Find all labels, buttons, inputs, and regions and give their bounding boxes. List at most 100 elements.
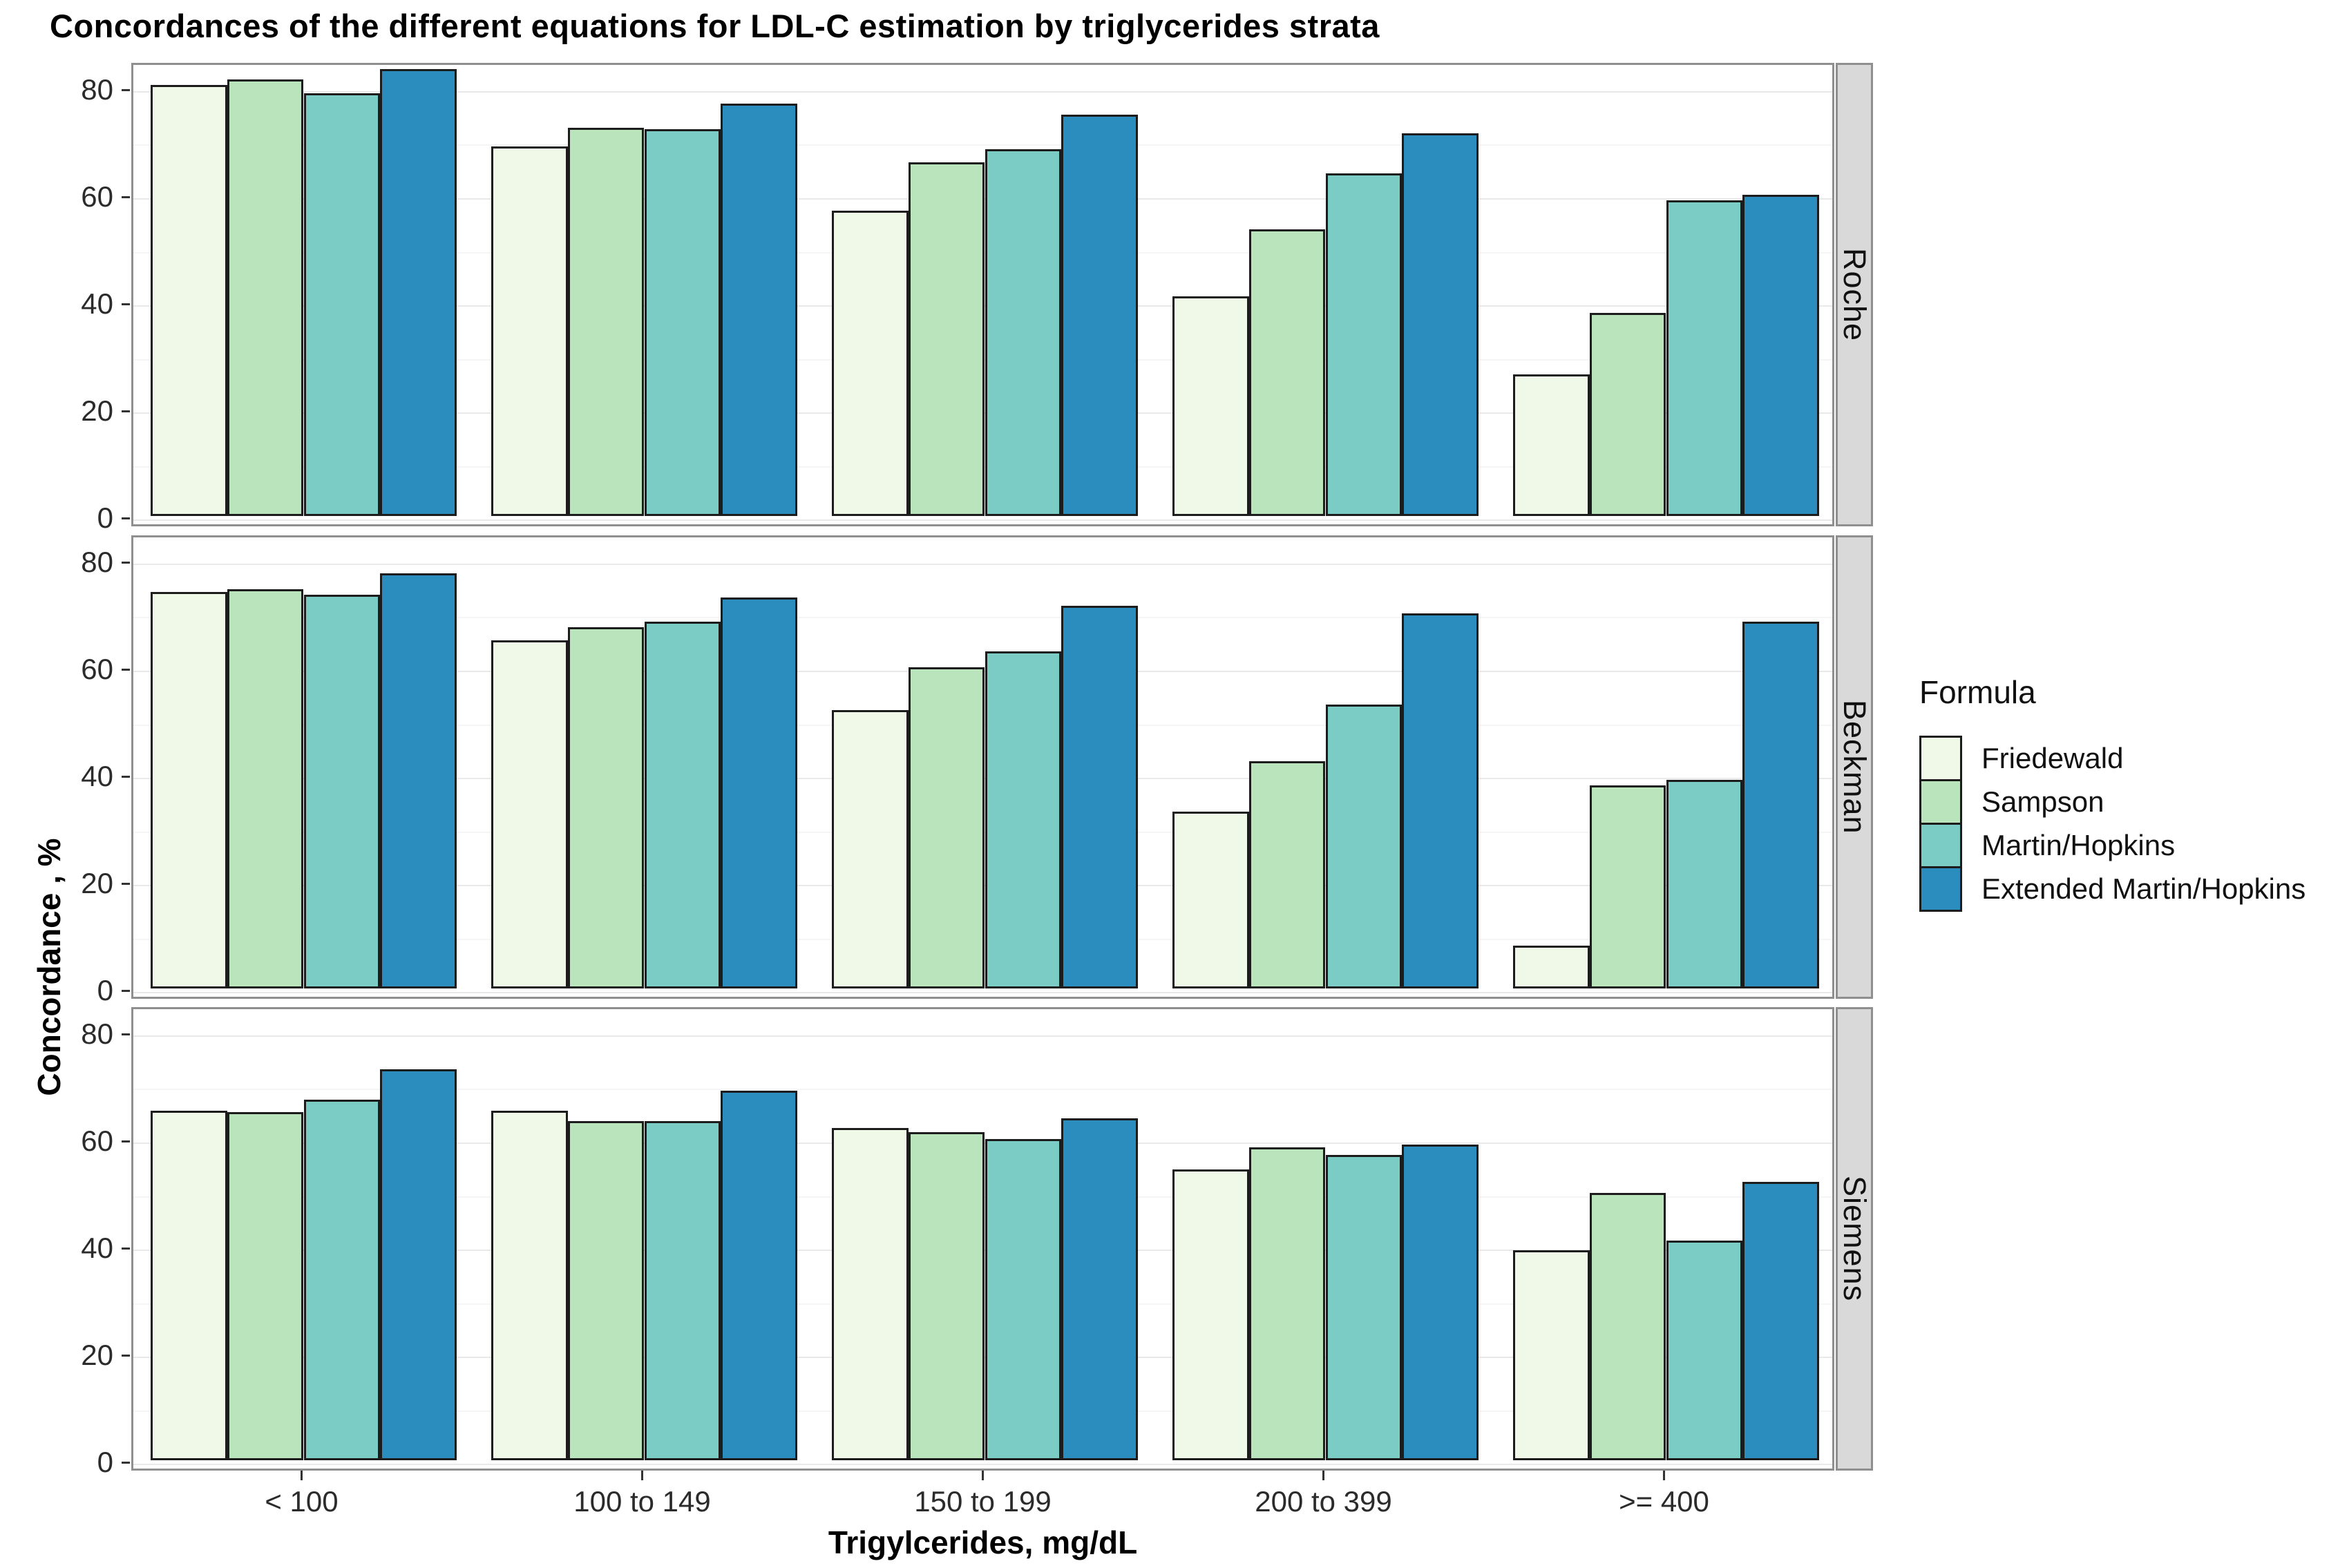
bar (1512, 946, 1590, 989)
y-tick-mark (122, 517, 130, 520)
legend-color-swatch (1919, 736, 1962, 781)
y-tick-mark (122, 883, 130, 886)
y-tick-label: 80 (81, 545, 113, 578)
y-axis-title: Concordance , % (31, 838, 67, 1096)
bar (303, 1100, 381, 1461)
bar (1061, 114, 1139, 517)
facet-strip-label: Roche (1837, 247, 1872, 342)
bar (1325, 1155, 1403, 1461)
y-tick-mark (122, 1355, 130, 1357)
y-tick-label: 40 (81, 1232, 113, 1265)
bar (1666, 779, 1743, 989)
bar (380, 573, 457, 989)
minor-gridline (133, 617, 1832, 619)
x-tick-mark (301, 1471, 303, 1480)
bar (644, 1121, 721, 1461)
legend-item: Martin/Hopkins (1919, 823, 2306, 868)
facet-strip: Roche (1836, 63, 1873, 526)
bar (721, 104, 798, 517)
y-tick-mark (122, 303, 130, 306)
bar (644, 622, 721, 989)
bar (303, 93, 381, 517)
bar (150, 592, 227, 989)
y-tick-label: 60 (81, 1124, 113, 1157)
facet-strip-label: Siemens (1837, 1176, 1872, 1302)
facet-panel-siemens (131, 1007, 1834, 1471)
bar (908, 1131, 985, 1461)
bar (1061, 1118, 1139, 1461)
x-axis-title: Trigylcerides, mg/dL (828, 1524, 1138, 1560)
bar (1512, 374, 1590, 517)
legend-item: Extended Martin/Hopkins (1919, 866, 2306, 912)
legend-items: Friedewald Sampson Martin/Hopkins Extended … (1919, 736, 2306, 912)
bar (227, 1112, 304, 1461)
x-tick-label: 200 to 399 (1255, 1485, 1392, 1518)
x-tick-label: 150 to 199 (914, 1485, 1052, 1518)
bar (150, 84, 227, 517)
major-gridline (133, 1035, 1832, 1037)
y-tick-label: 20 (81, 394, 113, 428)
y-tick-mark (122, 990, 130, 993)
y-tick-mark (122, 195, 130, 198)
legend-item-label: Sampson (1981, 785, 2104, 818)
bar (721, 1091, 798, 1461)
bar (721, 597, 798, 989)
legend-item-label: Extended Martin/Hopkins (1981, 872, 2306, 905)
facet-panel-roche (131, 63, 1834, 526)
bar (1248, 1147, 1326, 1461)
bar (1325, 705, 1403, 989)
bar (303, 595, 381, 989)
legend-item: Friedewald (1919, 736, 2306, 781)
bar (1172, 812, 1249, 989)
bar (908, 667, 985, 989)
bar (491, 146, 568, 517)
bar (831, 1128, 909, 1461)
legend-item-label: Martin/Hopkins (1981, 829, 2176, 861)
bar (1402, 133, 1479, 517)
bar (1589, 785, 1666, 989)
x-tick-mark (1322, 1471, 1324, 1480)
y-tick-label: 0 (97, 974, 113, 1007)
x-tick-label: 100 to 149 (573, 1485, 711, 1518)
facet-strip: Beckman (1836, 535, 1873, 999)
y-tick-label: 20 (81, 1339, 113, 1372)
bar (985, 1138, 1062, 1461)
minor-gridline (133, 1089, 1832, 1091)
major-gridline (133, 519, 1832, 522)
bar (1589, 312, 1666, 517)
legend-title: Formula (1919, 674, 2036, 710)
bar (985, 149, 1062, 517)
major-gridline (133, 1464, 1832, 1466)
legend-color-swatch (1919, 779, 1962, 825)
y-tick-mark (122, 1247, 130, 1250)
bar (1061, 605, 1139, 989)
y-tick-label: 40 (81, 287, 113, 321)
bar (1666, 1241, 1743, 1461)
bar (985, 651, 1062, 989)
legend-item-label: Friedewald (1981, 742, 2124, 774)
bar (1512, 1250, 1590, 1461)
minor-gridline (133, 144, 1832, 146)
y-tick-mark (122, 1033, 130, 1035)
y-tick-mark (122, 88, 130, 91)
bar (1402, 613, 1479, 989)
legend-item: Sampson (1919, 779, 2306, 825)
y-tick-label: 20 (81, 867, 113, 900)
chart-title: Concordances of the different equations … (50, 8, 1380, 44)
y-tick-label: 40 (81, 760, 113, 793)
bar (1172, 296, 1249, 517)
major-gridline (133, 992, 1832, 994)
bar (567, 1121, 645, 1461)
bar (908, 162, 985, 517)
bar (1666, 200, 1743, 517)
x-tick-mark (641, 1471, 643, 1480)
y-tick-label: 60 (81, 180, 113, 213)
bar (831, 710, 909, 989)
y-tick-label: 80 (81, 1017, 113, 1050)
bar (150, 1110, 227, 1461)
bar (227, 79, 304, 517)
major-gridline (133, 90, 1832, 93)
facet-strip: Siemens (1836, 1007, 1873, 1471)
bar (567, 127, 645, 517)
